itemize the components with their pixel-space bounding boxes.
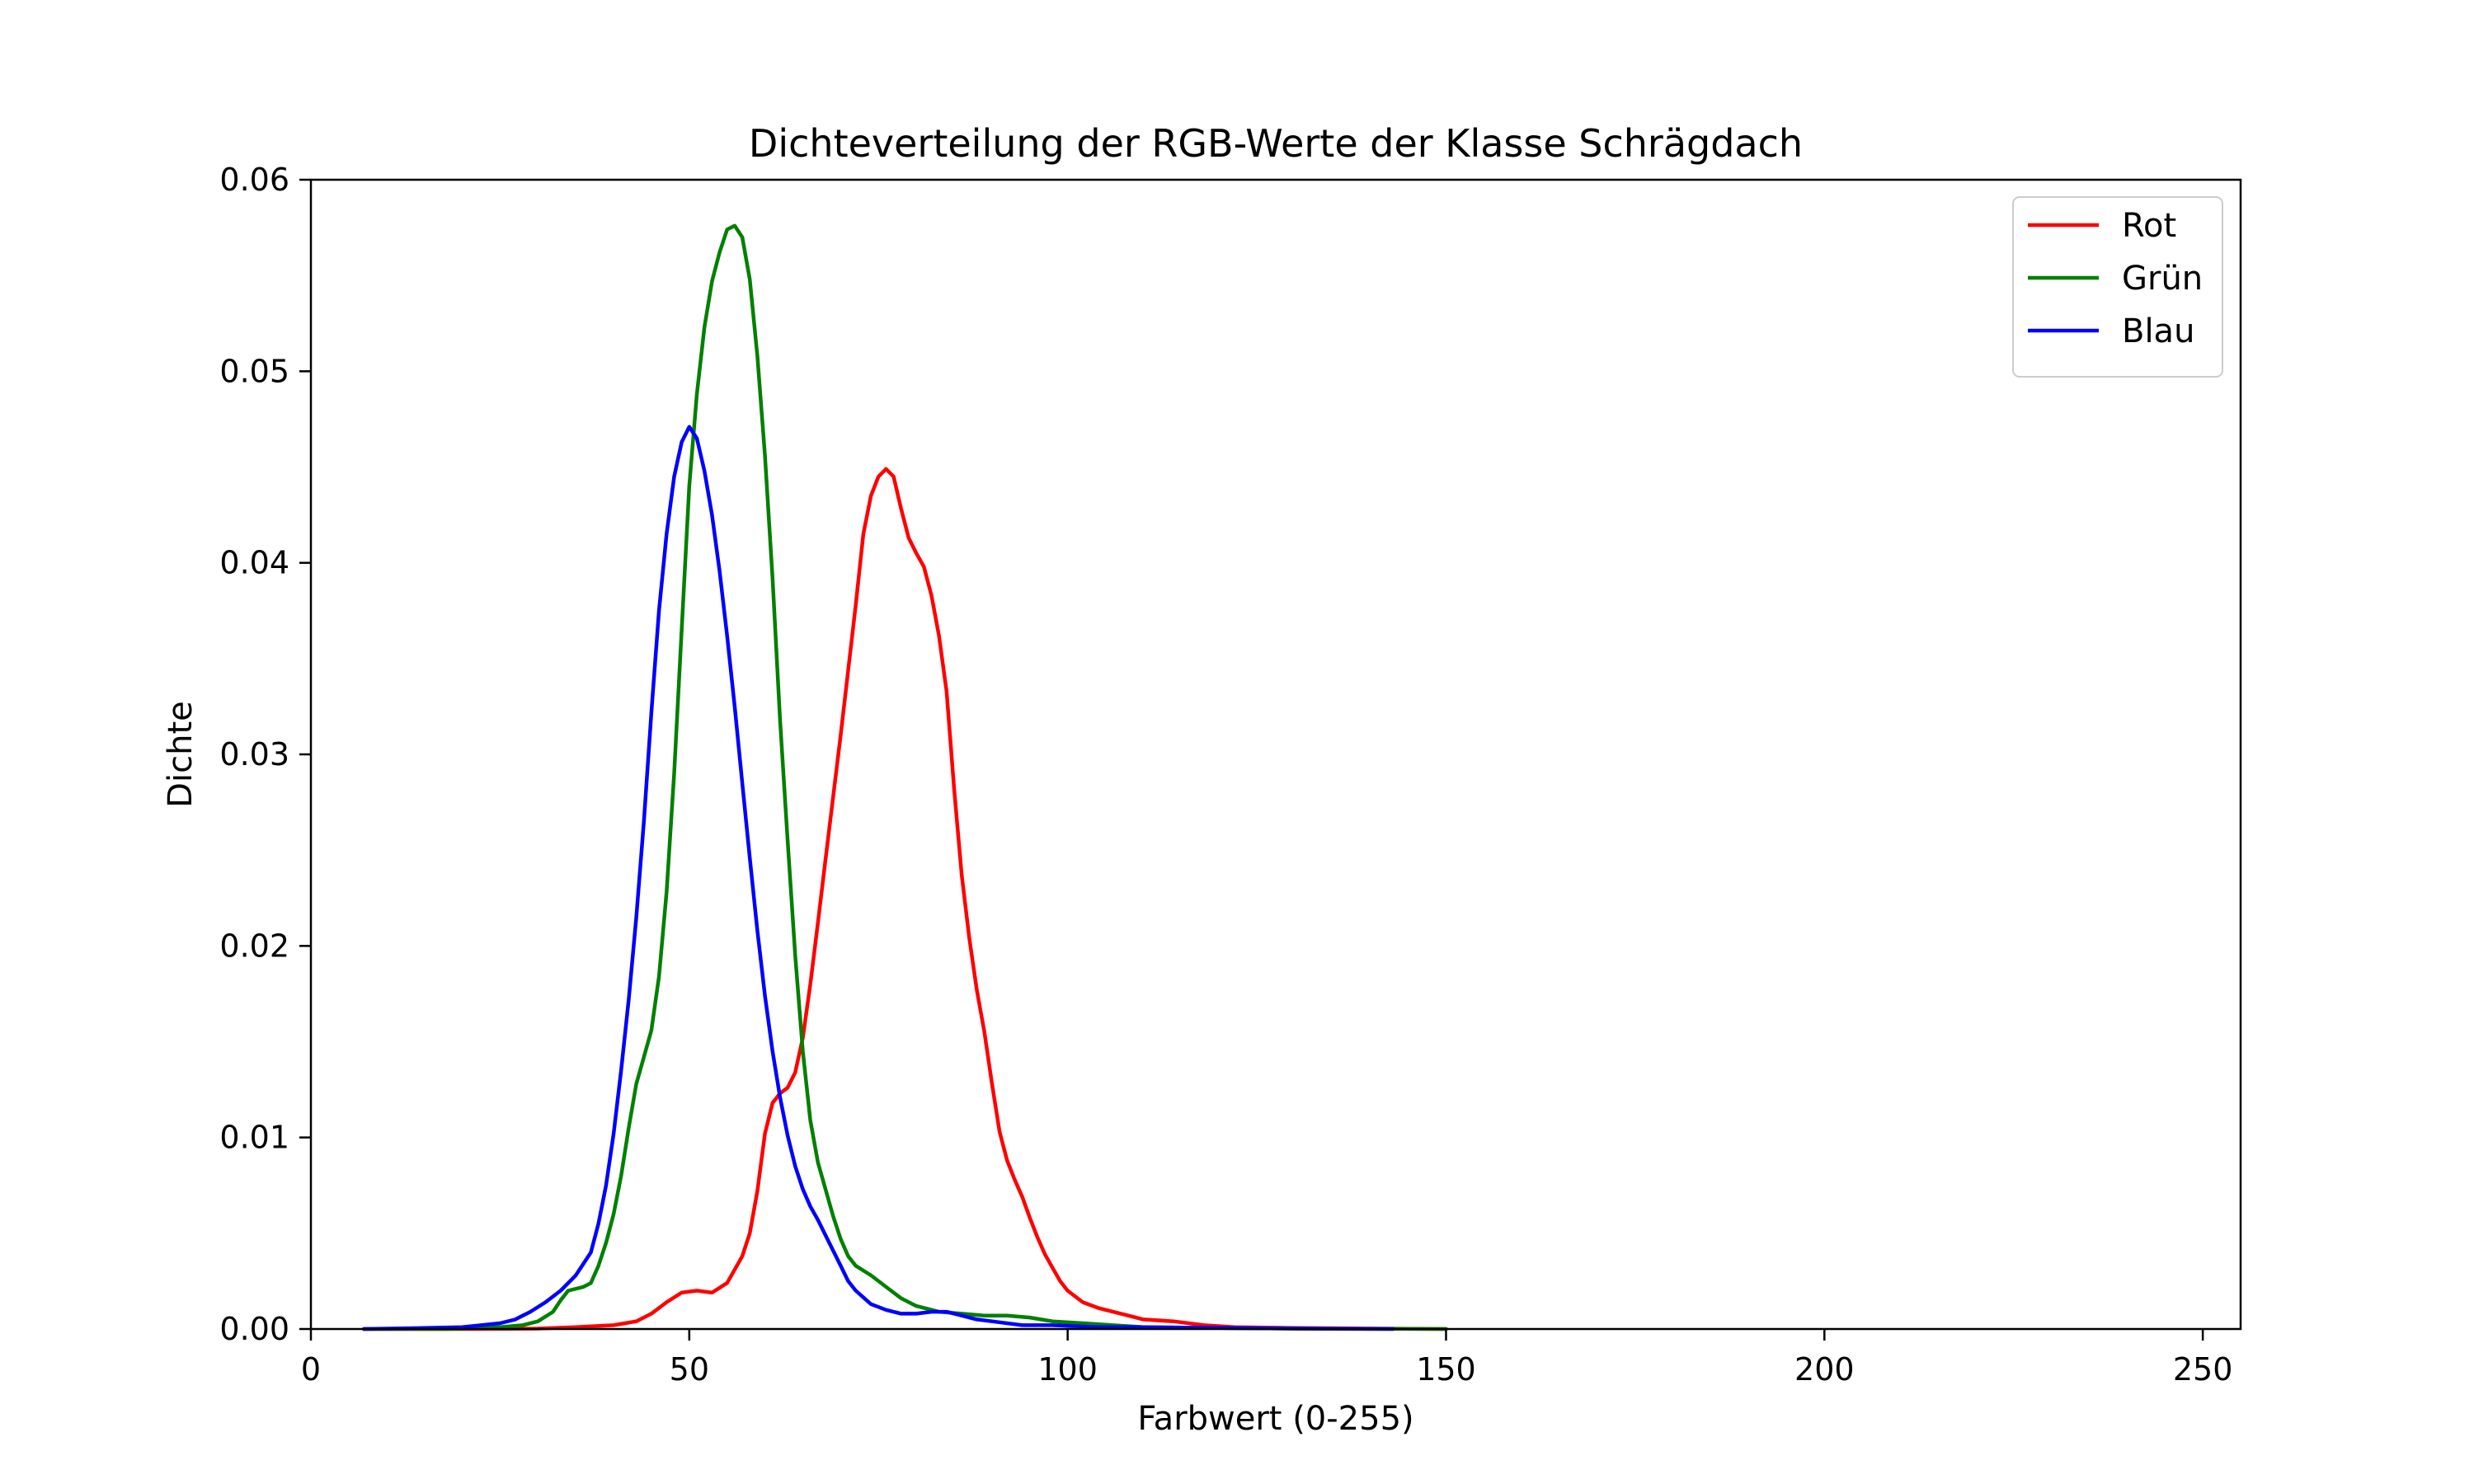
series-line-3 — [361, 425, 1395, 1331]
x-axis-label: Farbwert (0-255) — [1137, 1400, 1413, 1438]
y-axis-label: Dichte — [162, 701, 200, 808]
x-tick-label: 0 — [301, 1351, 321, 1388]
x-tick-label: 100 — [1037, 1351, 1098, 1388]
series-line-1 — [361, 467, 1448, 1331]
x-tick-label: 200 — [1794, 1351, 1855, 1388]
y-tick-label: 0.06 — [219, 162, 289, 198]
y-tick-label: 0.00 — [219, 1311, 289, 1347]
y-tick-label: 0.01 — [219, 1120, 289, 1156]
y-axis-ticks: 0.00 0.01 0.02 0.03 0.04 0.05 0.06 — [219, 162, 311, 1347]
legend-label-1: Rot — [2122, 207, 2176, 245]
legend: Rot Grün Blau — [2012, 196, 2223, 378]
x-tick-label: 250 — [2173, 1351, 2233, 1388]
legend-label-2: Grün — [2122, 260, 2203, 298]
y-tick-label: 0.02 — [219, 928, 289, 964]
chart-title: Dichteverteilung der RGB-Werte der Klass… — [749, 121, 1803, 166]
x-axis-ticks: 0 50 100 150 200 250 — [301, 1329, 2232, 1388]
y-tick-label: 0.04 — [219, 545, 289, 581]
y-tick-label: 0.03 — [219, 736, 289, 773]
y-tick-label: 0.05 — [219, 353, 289, 389]
x-tick-label: 50 — [670, 1351, 709, 1388]
x-tick-label: 150 — [1416, 1351, 1476, 1388]
legend-label-3: Blau — [2122, 312, 2194, 350]
series-layer — [361, 223, 1448, 1331]
